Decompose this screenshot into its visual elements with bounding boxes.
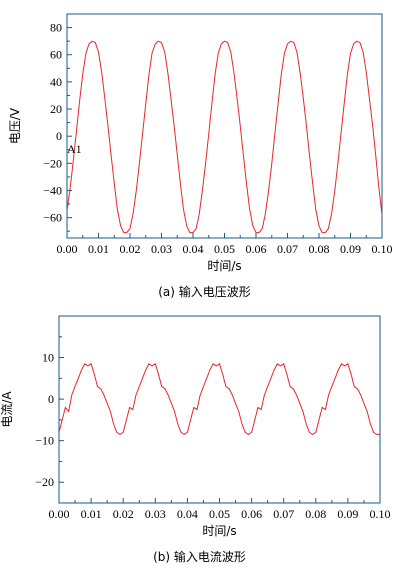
y-tick-label: 10 — [42, 351, 54, 365]
x-tick-label: 0.09 — [337, 507, 358, 521]
voltage-chart: 0.00 0.01 0.02 0.03 0.04 0.05 0.06 0.07 0.08 0.09… — [8, 13, 393, 299]
x-tick-label: 0.08 — [309, 242, 330, 256]
x-tick-label: 0.10 — [372, 242, 393, 256]
voltage-plot-frame — [66, 13, 383, 239]
y-tick-label: 40 — [50, 75, 62, 89]
x-tick-label: 0.08 — [305, 507, 326, 521]
x-tick-label: 0.00 — [49, 507, 70, 521]
y-tick-label: 20 — [50, 102, 62, 116]
y-tick-label: 60 — [50, 48, 62, 62]
x-tick-label: 0.02 — [120, 242, 141, 256]
x-tick-label: 0.05 — [209, 507, 230, 521]
x-tick-label: 0.07 — [277, 242, 298, 256]
x-tick-label: 0.07 — [273, 507, 294, 521]
x-tick-label: 0.03 — [151, 242, 172, 256]
current-caption: (b) 输入电流波形 — [153, 549, 246, 564]
voltage-annotation: A1 — [67, 142, 82, 156]
y-tick-label: −10 — [35, 434, 54, 448]
current-y-axis-label: 电流/A — [0, 391, 14, 428]
current-x-axis-label: 时间/s — [202, 524, 236, 538]
x-tick-label: 0.04 — [177, 507, 198, 521]
current-series-line — [58, 363, 380, 435]
x-tick-label: 0.06 — [241, 507, 262, 521]
voltage-caption: (a) 输入电压波形 — [158, 284, 251, 299]
y-tick-label: −60 — [43, 211, 62, 225]
x-tick-label: 0.01 — [88, 242, 109, 256]
x-tick-label: 0.05 — [214, 242, 235, 256]
current-ticks: 0.00 0.01 0.02 0.03 0.04 0.05 0.06 0.07 0.08 0.09… — [35, 336, 391, 521]
y-tick-label: 80 — [50, 21, 62, 35]
x-tick-label: 0.02 — [113, 507, 134, 521]
x-tick-label: 0.00 — [57, 242, 78, 256]
voltage-x-axis-label: 时间/s — [207, 259, 241, 273]
y-tick-label: 0 — [48, 392, 54, 406]
current-plot-frame — [58, 315, 381, 504]
y-tick-label: −40 — [43, 183, 62, 197]
x-tick-label: 0.03 — [145, 507, 166, 521]
x-tick-label: 0.09 — [340, 242, 361, 256]
x-tick-label: 0.10 — [370, 507, 391, 521]
voltage-series-line — [66, 40, 383, 234]
voltage-y-axis-label: 电压/V — [8, 107, 22, 144]
x-tick-label: 0.01 — [81, 507, 102, 521]
x-tick-label: 0.06 — [246, 242, 267, 256]
voltage-ticks: 0.00 0.01 0.02 0.03 0.04 0.05 0.06 0.07 0.08 0.09… — [43, 21, 392, 256]
x-tick-label: 0.04 — [183, 242, 204, 256]
y-tick-label: 0 — [56, 129, 62, 143]
current-chart: 0.00 0.01 0.02 0.03 0.04 0.05 0.06 0.07 0.08 0.09… — [0, 315, 391, 564]
y-tick-label: −20 — [35, 475, 54, 489]
y-tick-label: −20 — [43, 156, 62, 170]
